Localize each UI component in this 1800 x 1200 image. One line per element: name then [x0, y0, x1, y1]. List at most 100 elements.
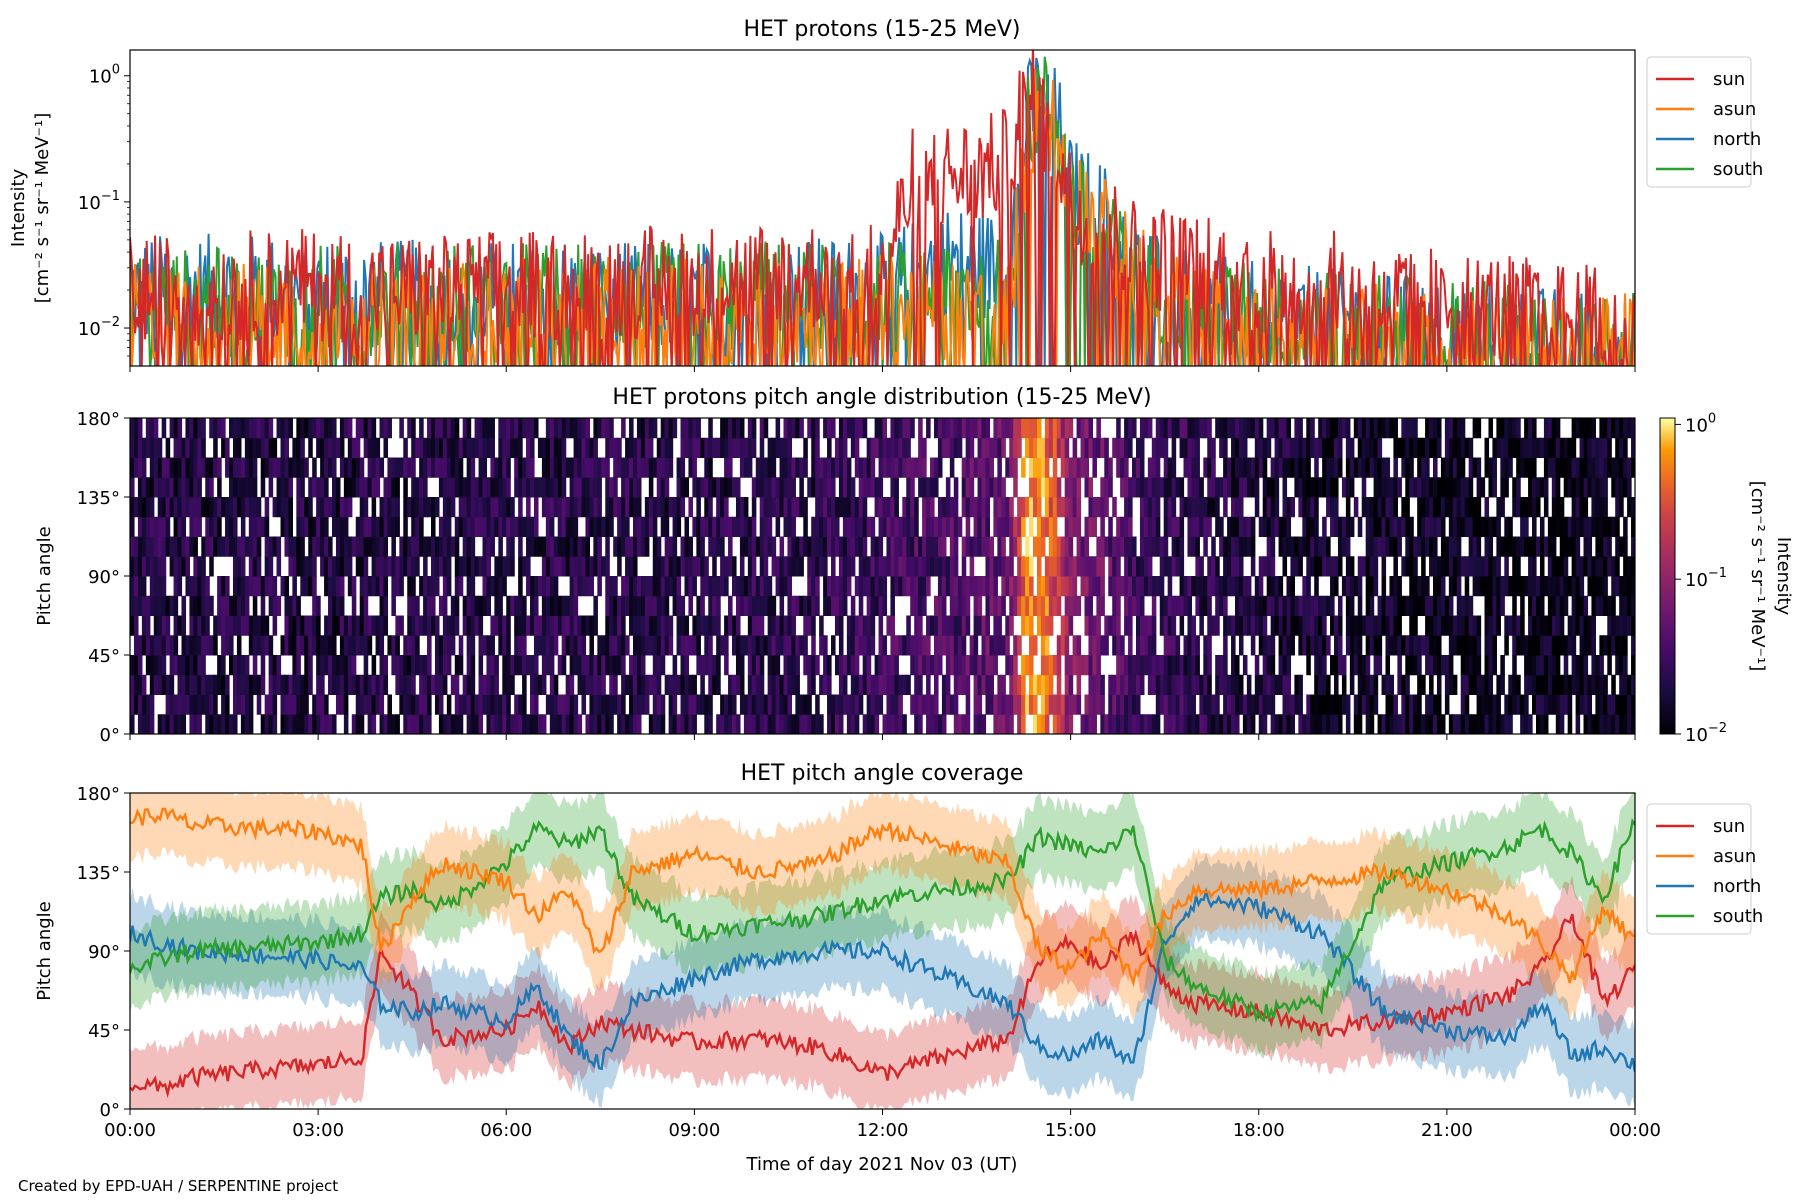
heatmap-cell [767, 615, 773, 636]
heatmap-cell [739, 457, 745, 478]
heatmap-cell [427, 714, 432, 734]
heatmap-cell [232, 576, 238, 597]
heatmap-cell [692, 477, 697, 498]
heatmap-cell [549, 497, 555, 518]
heatmap-cell [1496, 694, 1501, 715]
heatmap-cell [193, 694, 198, 715]
heatmap-cell [1563, 694, 1569, 715]
heatmap-cell [264, 576, 270, 597]
heatmap-cell [1322, 556, 1327, 577]
heatmap-cell [636, 477, 642, 498]
heatmap-cell [933, 536, 939, 557]
heatmap-cell [993, 477, 998, 498]
heatmap-cell [272, 536, 278, 557]
heatmap-cell [577, 655, 583, 676]
heatmap-cell [244, 674, 250, 695]
heatmap-cell [482, 418, 488, 439]
heatmap-cell [252, 576, 258, 597]
heatmap-cell [407, 457, 412, 478]
heatmap-cell [442, 516, 448, 537]
heatmap-cell [1238, 477, 1244, 498]
heatmap-cell [201, 437, 206, 458]
heatmap-cell [874, 694, 880, 715]
heatmap-cell [367, 516, 373, 537]
heatmap-cell [549, 418, 555, 439]
heatmap-cell [1448, 576, 1454, 597]
heatmap-cell [1120, 674, 1125, 695]
heatmap-cell [1005, 497, 1010, 518]
heatmap-cell [890, 516, 895, 537]
heatmap-cell [870, 556, 876, 577]
heatmap-cell [1207, 595, 1212, 616]
heatmap-cell [993, 615, 998, 636]
heatmap-cell [629, 655, 634, 676]
heatmap-cell [1314, 497, 1319, 518]
heatmap-cell [621, 615, 626, 636]
heatmap-cell [1551, 595, 1557, 616]
heatmap-cell [1250, 615, 1256, 636]
heatmap-cell [1258, 694, 1264, 715]
heatmap-cell [1009, 536, 1014, 557]
heatmap-cell [434, 536, 440, 557]
heatmap-cell [874, 556, 880, 577]
heatmap-cell [153, 437, 159, 458]
heatmap-cell [1587, 556, 1593, 577]
heatmap-cell [1631, 418, 1635, 439]
heatmap-cell [1357, 556, 1363, 577]
heatmap-cell [1547, 536, 1553, 557]
heatmap-cell [522, 595, 527, 616]
heatmap-cell [466, 556, 472, 577]
heatmap-cell [225, 497, 230, 518]
heatmap-cell [732, 437, 737, 458]
heatmap-cell [648, 615, 654, 636]
heatmap-cell [1132, 595, 1137, 616]
heatmap-cell [846, 694, 852, 715]
heatmap-cell [557, 655, 563, 676]
heatmap-cell [1072, 635, 1078, 656]
heatmap-cell [482, 576, 488, 597]
heatmap-cell [1492, 516, 1497, 537]
heatmap-cell [775, 635, 781, 656]
heatmap-cell [1456, 457, 1462, 478]
heatmap-cell [209, 635, 214, 656]
heatmap-cell [371, 457, 377, 478]
heatmap-cell [676, 714, 682, 734]
heatmap-cell [1040, 694, 1046, 715]
heatmap-cell [1234, 437, 1240, 458]
heatmap-cell [244, 477, 250, 498]
heatmap-cell [248, 457, 254, 478]
heatmap-cell [803, 635, 808, 656]
heatmap-cell [1231, 418, 1236, 439]
heatmap-cell [1627, 674, 1632, 695]
heatmap-cell [1555, 457, 1561, 478]
heatmap-cell [1543, 437, 1549, 458]
heatmap-cell [1417, 655, 1422, 676]
heatmap-cell [339, 497, 345, 518]
heatmap-cell [1084, 418, 1090, 439]
heatmap-cell [1377, 536, 1383, 557]
heatmap-cell [1282, 457, 1288, 478]
heatmap-cell [280, 497, 286, 518]
heatmap-cell [1330, 497, 1335, 518]
heatmap-cell [1096, 694, 1101, 715]
heatmap-cell [1128, 516, 1133, 537]
heatmap-cell [446, 516, 452, 537]
heatmap-cell [153, 615, 159, 636]
heatmap-cell [284, 497, 290, 518]
heatmap-cell [522, 457, 527, 478]
heatmap-cell [1516, 497, 1521, 518]
heatmap-cell [609, 615, 614, 636]
heatmap-cell [1262, 714, 1268, 734]
heatmap-cell [597, 477, 602, 498]
heatmap-cell [926, 516, 931, 537]
heatmap-cell [1468, 536, 1474, 557]
heatmap-cell [1163, 674, 1169, 695]
heatmap-cell [846, 477, 852, 498]
heatmap-cell [597, 655, 602, 676]
heatmap-cell [173, 536, 179, 557]
heatmap-cell [791, 418, 796, 439]
heatmap-cell [997, 635, 1002, 656]
heatmap-cell [933, 674, 939, 695]
heatmap-cell [541, 576, 547, 597]
heatmap-cell [1187, 694, 1193, 715]
